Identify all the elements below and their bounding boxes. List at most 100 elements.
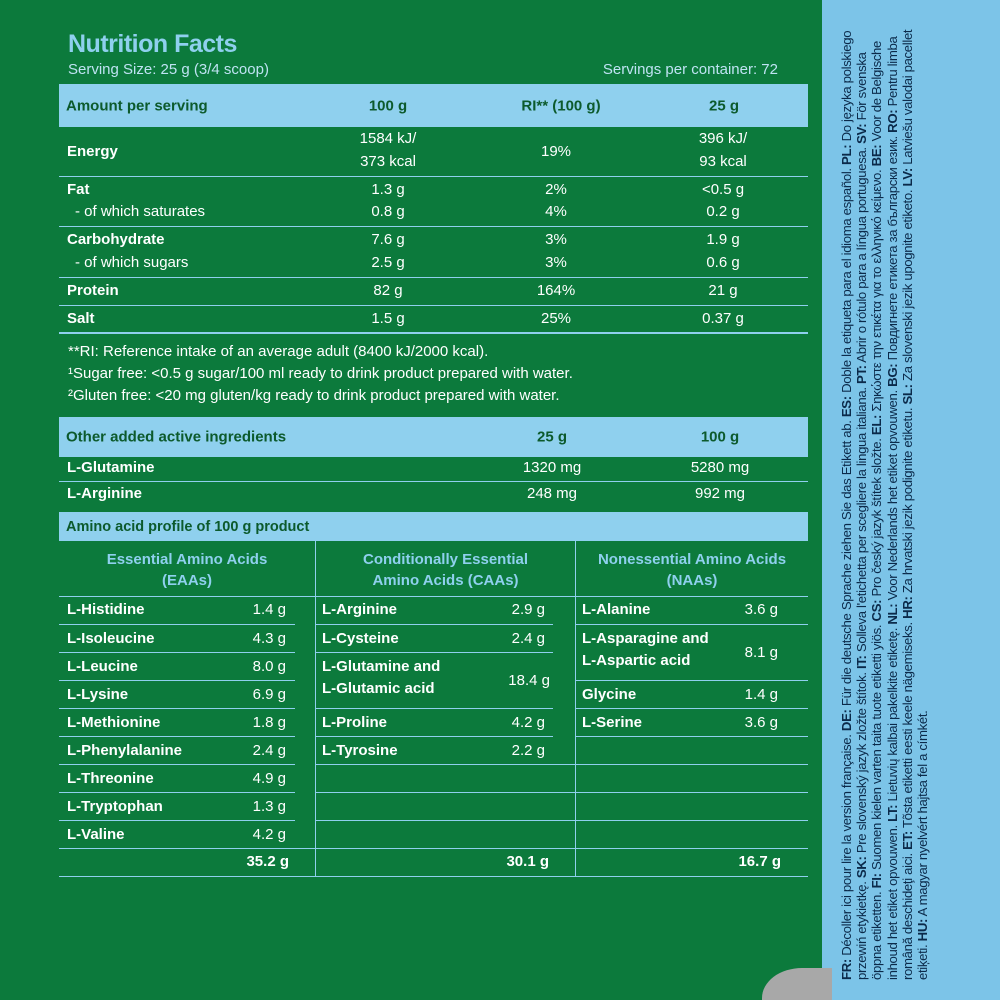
caa-item-name: L-Proline [322, 714, 388, 731]
eaa-total: 35.2 g [246, 853, 289, 870]
eaa-item-value: 2.4 g [252, 742, 286, 759]
naa-item-name: Glycine [582, 686, 637, 703]
caa-item-value: 2.4 g [511, 630, 545, 647]
eaa-item-name: L-Methionine [67, 714, 161, 731]
language-code: ES: [839, 396, 854, 418]
saturates-ri: 4% [545, 203, 567, 220]
language-instruction: Für die deutsche Sprache ziehen Sie das … [839, 417, 854, 710]
language-code: CS: [869, 599, 885, 622]
language-code: BE: [869, 144, 885, 167]
caa-item-value: 2.9 g [511, 601, 545, 618]
naa-heading-line1: Nonessential Amino Acids [597, 551, 787, 568]
active-ingredients-header: Other added active ingredients 25 g 100 … [59, 417, 808, 457]
sugars-label: - of which sugars [75, 254, 189, 271]
divider [59, 226, 808, 227]
eaa-item-value: 4.3 g [252, 630, 286, 647]
header-amount-per-serving: Amount per serving [66, 97, 208, 114]
divider [59, 736, 295, 737]
language-instruction: Suomen kielen varten taita tuote etikett… [869, 621, 885, 874]
l-glutamine-25g: 1320 mg [522, 459, 582, 476]
naa-heading-line2: (NAAs) [666, 572, 718, 589]
language-code: LV: [899, 168, 915, 187]
naa-heading: Nonessential Amino Acids (NAAs) [576, 549, 808, 591]
saturates-label: - of which saturates [75, 203, 206, 220]
divider [316, 624, 553, 625]
carbohydrate-100g: 7.6 g [371, 231, 405, 248]
naa-item-name: L-Serine [582, 714, 643, 731]
language-instruction: Tõsta etiketti eesti keele nägemiseks. [899, 618, 915, 832]
saturates-25g: 0.2 g [706, 203, 740, 220]
eaa-item-value: 1.3 g [252, 798, 286, 815]
divider [576, 820, 808, 821]
divider [59, 596, 315, 597]
caa-item-name-line2: L-Glutamic acid [322, 680, 435, 697]
divider [316, 736, 553, 737]
language-code: LT: [884, 804, 900, 822]
nutrition-label [0, 0, 822, 1000]
caa-item-value: 2.2 g [511, 742, 545, 759]
divider [59, 277, 808, 278]
l-glutamine-label: L-Glutamine [67, 459, 155, 476]
language-code: ET: [899, 831, 915, 850]
fat-100g: 1.3 g [371, 181, 405, 198]
divider [576, 680, 808, 681]
caa-item-value: 4.2 g [511, 714, 545, 731]
eaa-heading-line1: Essential Amino Acids [106, 551, 268, 568]
language-instruction: Lietuvių kalbai pakelkite etiketę. [884, 624, 900, 805]
l-arginine-label: L-Arginine [67, 485, 142, 502]
naa-item-value: 8.1 g [744, 644, 778, 661]
energy-25g-kcal: 93 kcal [699, 153, 747, 170]
divider [59, 848, 808, 849]
eaa-item-name: L-Isoleucine [67, 630, 155, 647]
divider [59, 481, 808, 482]
caa-heading-line1: Conditionally Essential [362, 551, 529, 568]
peel-instructions-text: FR: Décoller ici pour lire la version fr… [825, 0, 997, 1000]
language-code: NL: [884, 603, 900, 625]
language-code: FR: [839, 959, 854, 980]
language-code: BG: [884, 363, 900, 387]
language-instruction: Pre slovenský jazyk zložte štítok. [854, 669, 870, 857]
divider [316, 652, 553, 653]
carbohydrate-25g: 1.9 g [706, 231, 740, 248]
language-instruction: Solleva l'etichetta per scegliere la lin… [854, 384, 870, 656]
language-instruction: Повдигнете етикета за български език. [884, 132, 900, 364]
divider [59, 652, 295, 653]
salt-25g: 0.37 g [702, 310, 744, 327]
header-100g: 100 g [368, 97, 408, 114]
language-code: RO: [884, 109, 900, 133]
naa-item-name-line2: L-Aspartic acid [582, 652, 691, 669]
protein-25g: 21 g [708, 282, 738, 299]
eaa-heading-line2: (EAAs) [161, 572, 212, 589]
divider [316, 596, 575, 597]
language-instruction: Za slovenski jezik upognite etiketo. [899, 186, 915, 385]
header-ri: RI** (100 g) [521, 97, 601, 114]
language-instruction: Σηκώστε την ετικέτα για το ελληνικό κείμ… [869, 166, 885, 415]
naa-total: 16.7 g [738, 853, 781, 870]
caa-item-value: 18.4 g [508, 672, 550, 689]
salt-100g: 1.5 g [371, 310, 405, 327]
language-code: DE: [839, 709, 854, 732]
eaa-item-name: L-Leucine [67, 658, 138, 675]
l-arginine-25g: 248 mg [526, 485, 578, 502]
language-instruction: Doble la etiqueta para el idioma español… [839, 164, 854, 397]
naa-item-name: L-Alanine [582, 601, 651, 618]
l-arginine-100g: 992 mg [694, 485, 746, 502]
eaa-item-name: L-Valine [67, 826, 125, 843]
carbohydrate-ri: 3% [545, 231, 567, 248]
energy-100g-kcal: 373 kcal [360, 153, 416, 170]
servings-per-container: Servings per container: 72 [602, 61, 778, 78]
divider [316, 820, 575, 821]
peel-off-strip[interactable] [822, 0, 1000, 1000]
page-title: Nutrition Facts [68, 30, 237, 58]
eaa-item-value: 4.9 g [252, 770, 286, 787]
footnote-ri: **RI: Reference intake of an average adu… [68, 343, 489, 360]
eaa-heading: Essential Amino Acids (EAAs) [59, 549, 315, 591]
divider [576, 736, 808, 737]
caa-total: 30.1 g [506, 853, 549, 870]
header-active-25g: 25 g [536, 428, 568, 446]
eaa-item-value: 1.8 g [252, 714, 286, 731]
energy-25g-kj: 396 kJ/ [698, 130, 748, 147]
energy-label: Energy [67, 143, 118, 160]
caa-item-name-line1: L-Glutamine and [322, 658, 441, 675]
language-code: HU: [915, 918, 931, 942]
